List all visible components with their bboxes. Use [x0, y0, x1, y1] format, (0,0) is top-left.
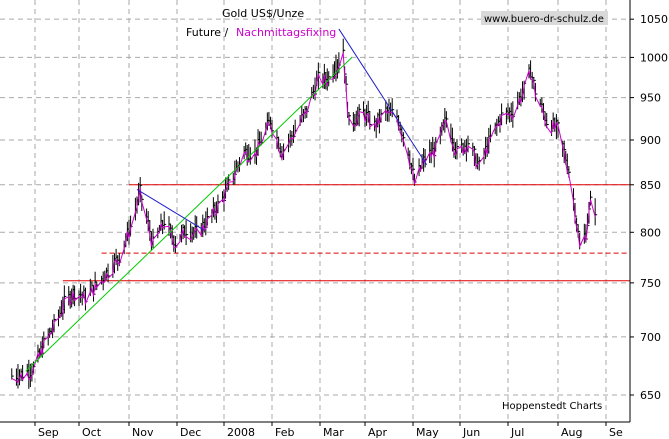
legend-series-label: Nachmittagsfixing	[236, 26, 336, 39]
y-tick-label: 800	[640, 226, 661, 239]
trend-lines	[25, 28, 428, 372]
x-tick-label: Se	[609, 426, 623, 439]
y-tick-label: 750	[640, 277, 661, 290]
y-tick-label: 1000	[640, 51, 668, 64]
x-tick-label: Jul	[510, 426, 524, 439]
x-tick-label: May	[416, 426, 439, 439]
chart-credit: Hoppenstedt Charts	[502, 401, 602, 412]
x-tick-label: 2008	[227, 426, 255, 439]
x-tick-label: Apr	[368, 426, 388, 439]
watermark: www.buero-dr-schulz.de	[484, 14, 604, 25]
grid	[0, 0, 630, 422]
watermark-background	[481, 11, 608, 25]
x-tick-label: Jun	[462, 426, 480, 439]
x-tick-label: Dec	[180, 426, 201, 439]
y-tick-label: 1050	[640, 13, 668, 26]
x-tick-label: Aug	[561, 426, 582, 439]
y-tick-label: 950	[640, 92, 661, 105]
chart-subtitle-prefix: Future /	[186, 26, 229, 39]
trend-line-down-2	[338, 28, 428, 166]
y-tick-label: 850	[640, 179, 661, 192]
x-tick-label: Mar	[323, 426, 344, 439]
x-tick-labels: g Sep Oct Nov Dec 2008 Feb Mar Apr May Jun Jul Aug Se	[0, 422, 623, 439]
y-tick-label: 650	[640, 389, 661, 402]
x-tick-label: Sep	[38, 426, 59, 439]
series-line-nachmittagsfixing	[11, 52, 596, 384]
trend-line-down-1	[136, 188, 205, 231]
x-tick-label: Feb	[275, 426, 294, 439]
y-tick-label: 900	[640, 134, 661, 147]
y-tick-label: 700	[640, 331, 661, 344]
trend-line-up-0	[25, 57, 353, 372]
x-tick-label: Nov	[132, 426, 154, 439]
x-tick-label-partial: g	[0, 426, 1, 439]
y-tick-labels: 650 700 750 800 850 900 950 1000 1050	[630, 13, 668, 402]
axes	[0, 0, 631, 423]
x-tick-label: Oct	[82, 426, 102, 439]
series-group	[11, 52, 596, 384]
chart-title: Gold US$/Unze	[222, 7, 304, 20]
horizontal-lines	[62, 184, 630, 282]
